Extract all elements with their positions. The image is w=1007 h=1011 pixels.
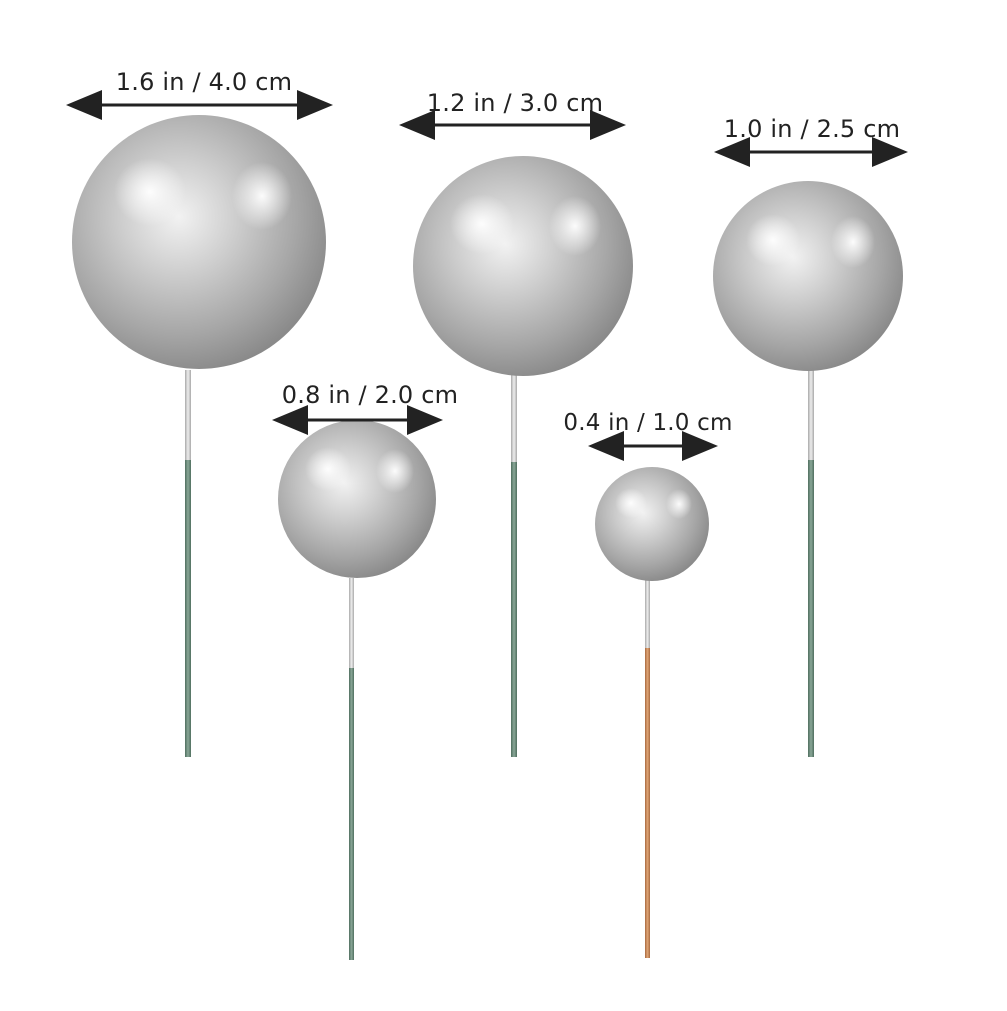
measurement-label-2: 1.2 in / 3.0 cm xyxy=(426,89,604,117)
stem-2 xyxy=(511,372,517,757)
pearl-pick-5 xyxy=(588,431,718,958)
pearl-pick-4 xyxy=(272,405,443,960)
measurement-label-3: 1.0 in / 2.5 cm xyxy=(723,115,901,143)
pearl-ball-2 xyxy=(413,156,633,376)
stem-1 xyxy=(185,370,191,757)
pearl-pick-2 xyxy=(399,110,633,757)
pearl-pick-1 xyxy=(66,90,333,757)
pearl-pick-3 xyxy=(713,137,908,757)
measurement-label-4: 0.8 in / 2.0 cm xyxy=(281,381,459,409)
stem-4 xyxy=(349,578,354,960)
measurement-label-1: 1.6 in / 4.0 cm xyxy=(115,68,293,96)
pearl-ball-4 xyxy=(278,420,436,578)
stem-5 xyxy=(645,578,650,958)
pearl-ball-3 xyxy=(713,181,903,371)
pearl-ball-1 xyxy=(72,115,326,369)
stem-1-wrap xyxy=(185,370,191,460)
pearl-ball-5 xyxy=(595,467,709,581)
stem-3 xyxy=(808,370,814,757)
measurement-label-5: 0.4 in / 1.0 cm xyxy=(563,410,733,436)
